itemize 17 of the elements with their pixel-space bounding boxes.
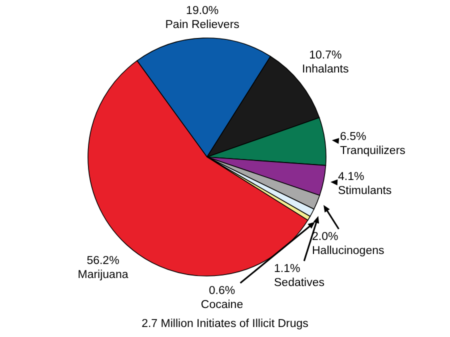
data-label: 6.5% [340,131,366,143]
text: 2.7 Million Initiates of Illicit Drugs [142,318,309,330]
data-label: 4.1% [338,171,364,183]
slice-label: Marijuana [78,269,129,282]
data-label: 10.7% [309,50,342,62]
slice-label: Stimulants [338,185,392,197]
slice-label: Tranquilizers [340,145,406,157]
data-label: 2.0% [312,231,338,243]
data-label: 19.0% [186,4,219,17]
data-label: 56.2% [86,255,120,268]
slice-label: Pain Relievers [165,18,240,31]
slice-label: Hallucinogens [312,245,384,257]
slice-label: Cocaine [200,299,244,311]
slice-label: Sedatives [274,277,325,289]
data-label: 1.1% [274,263,300,275]
data-label: 0.6% [208,285,236,297]
slice-label: Inhalants [302,64,349,76]
